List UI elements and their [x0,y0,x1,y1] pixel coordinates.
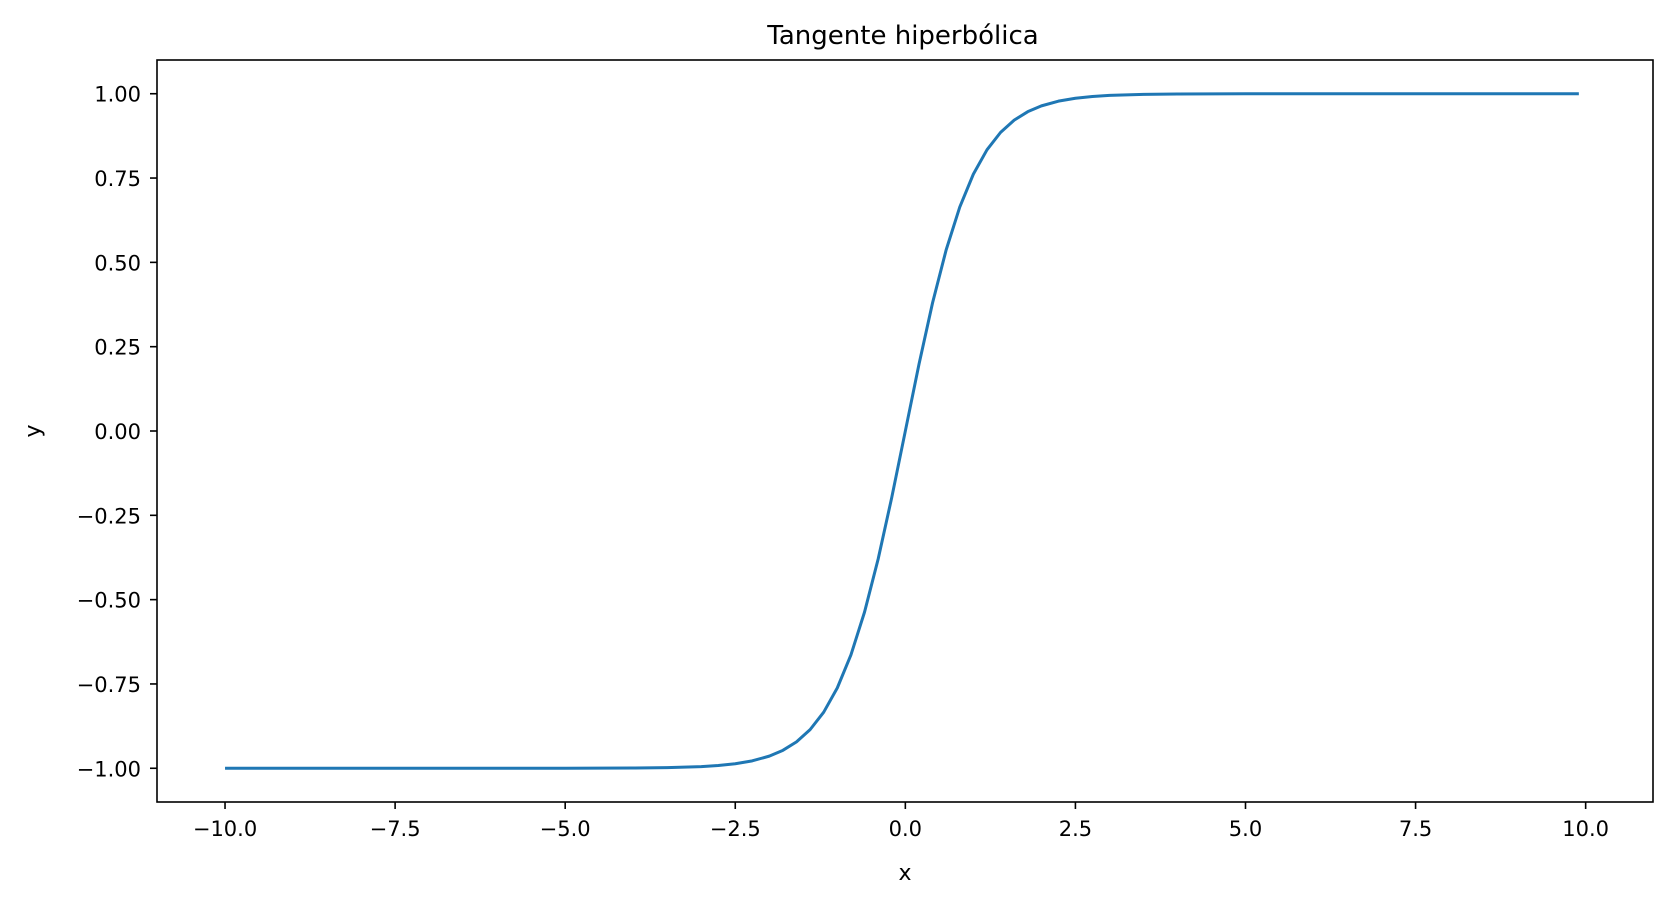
x-tick-label: 5.0 [1229,817,1262,841]
y-axis-label: y [21,424,46,437]
y-tick-label: 0.00 [94,420,141,444]
y-tick-label: 0.75 [94,167,141,191]
x-axis-label: x [898,861,911,886]
y-tick-label: 1.00 [94,83,141,107]
x-tick-label: −7.5 [370,817,421,841]
x-tick-label: 2.5 [1059,817,1092,841]
x-tick-label: −2.5 [710,817,761,841]
x-tick-label: 10.0 [1562,817,1609,841]
y-tick-label: −0.25 [77,504,141,528]
x-tick-label: 0.0 [889,817,922,841]
series-line [225,92,1579,770]
y-tick-label: 0.50 [94,251,141,275]
plot-area: −10.0 −7.5 −5.0 −2.5 0.0 2.5 5.0 7.5 10.0 1.00 0.… [77,59,1654,841]
series-layer [225,92,1579,770]
y-tick-label: −0.75 [77,673,141,697]
y-axis: 1.00 0.75 0.50 0.25 0.00 −0.25 −0.50 −0.75 −1.00 [77,83,157,781]
x-tick-label: −10.0 [193,817,257,841]
x-axis: −10.0 −7.5 −5.0 −2.5 0.0 2.5 5.0 7.5 10.0 [193,802,1609,841]
chart-title: Tangente hiperbólica [766,21,1038,51]
y-tick-label: 0.25 [94,336,141,360]
x-tick-label: 7.5 [1399,817,1432,841]
x-tick-label: −5.0 [540,817,591,841]
y-tick-label: −0.50 [77,589,141,613]
y-tick-label: −1.00 [77,757,141,781]
